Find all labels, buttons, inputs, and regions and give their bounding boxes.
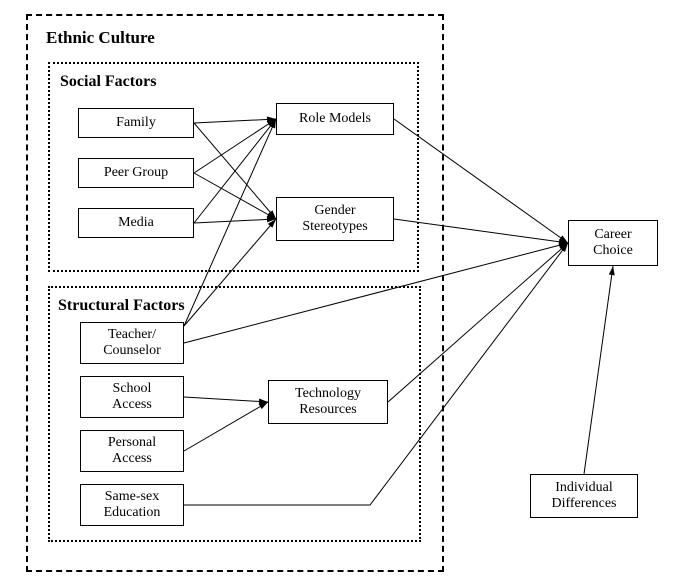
node-teacher-counselor: Teacher/Counselor — [80, 322, 184, 364]
node-label: GenderStereotypes — [302, 203, 367, 235]
group-label-structural: Structural Factors — [58, 297, 185, 315]
group-label-ethnic: Ethnic Culture — [46, 28, 155, 48]
group-label-social: Social Factors — [60, 73, 156, 91]
node-career-choice: CareerChoice — [568, 220, 658, 266]
node-role-models: Role Models — [276, 103, 394, 135]
node-same-sex-education: Same-sexEducation — [80, 484, 184, 526]
node-peer-group: Peer Group — [78, 158, 194, 188]
node-label: Same-sexEducation — [104, 489, 161, 521]
node-individual-differences: IndividualDifferences — [530, 474, 638, 518]
node-label: Family — [116, 115, 156, 131]
node-label: CareerChoice — [593, 227, 633, 259]
node-label: SchoolAccess — [112, 381, 152, 413]
node-label: PersonalAccess — [108, 435, 156, 467]
node-label: Teacher/Counselor — [103, 327, 161, 359]
node-personal-access: PersonalAccess — [80, 430, 184, 472]
node-label: Peer Group — [104, 165, 168, 181]
node-family: Family — [78, 108, 194, 138]
node-media: Media — [78, 208, 194, 238]
node-school-access: SchoolAccess — [80, 376, 184, 418]
diagram-canvas: Ethnic Culture Social Factors Structural… — [0, 0, 685, 583]
node-technology-resources: TechnologyResources — [268, 380, 388, 424]
node-label: Media — [118, 215, 154, 231]
node-label: Role Models — [299, 111, 371, 127]
node-label: IndividualDifferences — [551, 480, 616, 512]
node-label: TechnologyResources — [295, 386, 361, 418]
node-gender-stereotypes: GenderStereotypes — [276, 197, 394, 241]
